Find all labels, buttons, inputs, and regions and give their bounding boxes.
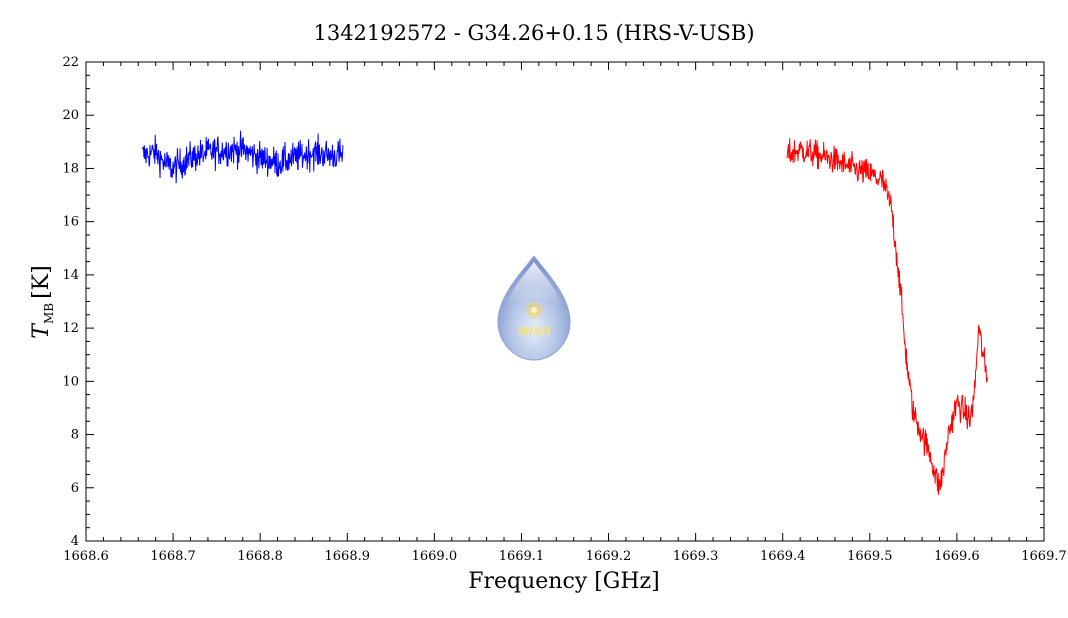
series-line-blue [142, 130, 344, 184]
x-axis-label: Frequency [GHz] [468, 569, 660, 594]
x-tick-label: 1668.7 [150, 549, 196, 564]
x-tick-label: 1669.1 [499, 549, 545, 564]
y-tick-label: 12 [62, 321, 79, 336]
y-tick-label: 14 [62, 268, 79, 283]
x-tick-label: 1669.6 [934, 549, 980, 564]
x-tick-label: 1668.6 [63, 549, 109, 564]
y-tick-label: 18 [62, 161, 79, 176]
x-tick-label: 1668.8 [237, 549, 283, 564]
y-axis-label: TMB [K] [29, 265, 56, 338]
y-tick-label: 20 [62, 108, 79, 123]
x-tick-label: 1669.3 [673, 549, 719, 564]
x-tick-label: 1669.5 [847, 549, 893, 564]
x-tick-label: 1669.2 [586, 549, 632, 564]
y-tick-label: 10 [62, 374, 79, 389]
y-axis-label-symbol: T [29, 322, 54, 339]
x-tick-label: 1669.7 [1021, 549, 1067, 564]
wish-droplet-logo: WISH [497, 255, 571, 361]
svg-text:TMB[K]: TMB [K] [29, 265, 56, 338]
y-tick-label: 6 [71, 481, 79, 496]
x-tick-label: 1668.9 [325, 549, 371, 564]
wish-logo-text: WISH [517, 325, 550, 338]
y-tick-labels: 4 6 8 10 12 14 16 18 20 22 [62, 55, 79, 549]
x-tick-label: 1669.0 [412, 549, 458, 564]
y-axis-label-unit: [K] [29, 265, 54, 299]
axis-ticks [85, 61, 1045, 542]
y-tick-label: 16 [62, 215, 79, 230]
series-layer [142, 130, 988, 496]
y-tick-label: 4 [71, 534, 79, 549]
series-line-red [786, 138, 988, 496]
droplet-highlight [507, 262, 561, 305]
y-tick-label: 8 [71, 428, 79, 443]
x-tick-labels: 1668.6 1668.7 1668.8 1668.9 1669.0 1669.1 1669… [63, 549, 1067, 564]
star-core [531, 307, 537, 313]
y-tick-label: 22 [62, 55, 79, 70]
x-tick-label: 1669.4 [760, 549, 806, 564]
chart-title: 1342192572 - G34.26+0.15 (HRS-V-USB) [313, 21, 754, 45]
y-axis-label-subscript: MB [42, 303, 56, 324]
